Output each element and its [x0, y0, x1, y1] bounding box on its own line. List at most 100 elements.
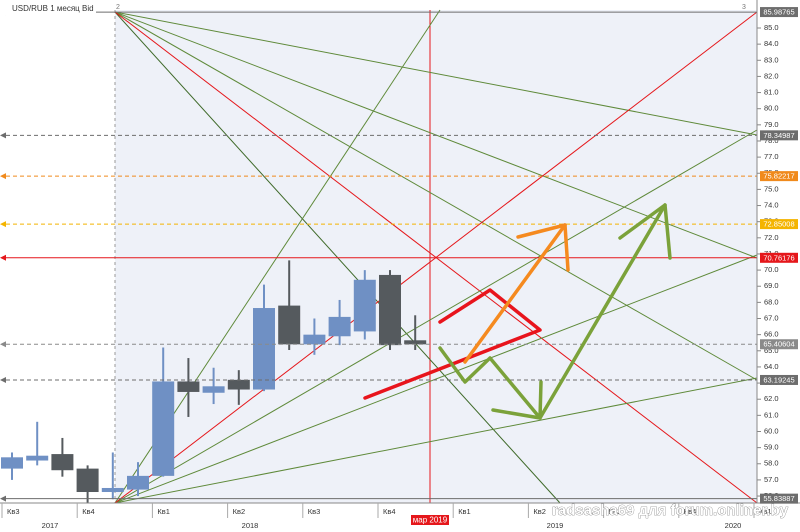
candles: [1, 260, 427, 503]
level-arrow: [0, 173, 6, 180]
y-tick-label: 58.0: [764, 459, 779, 468]
candle-body: [379, 274, 401, 346]
candle-body: [404, 340, 427, 345]
candle-body: [202, 386, 225, 393]
y-tick-label: 66.0: [764, 330, 779, 339]
y-tick-label: 80.0: [764, 104, 779, 113]
point-marker: 2: [116, 4, 120, 11]
date-marker-box: [411, 515, 449, 525]
x-tick-label: Кв4: [82, 507, 95, 516]
candle-body: [1, 457, 23, 469]
y-tick-label: 69.0: [764, 281, 779, 290]
fan-line: [114, 11, 758, 381]
candle-body: [278, 305, 301, 345]
x-tick-label: Кв1: [458, 507, 471, 516]
date-marker: мар 2019: [413, 516, 448, 525]
y-tick-label: 72.0: [764, 233, 779, 242]
y-tick-label: 81.0: [764, 88, 779, 97]
y-tick-label: 84.0: [764, 39, 779, 48]
green-arrowhead: [618, 203, 672, 260]
y-tick-label: 67.0: [764, 313, 779, 322]
y-tick-label: 70.0: [764, 265, 779, 274]
candle-body: [152, 381, 175, 476]
level-arrow: [0, 132, 6, 139]
level-arrow: [0, 221, 6, 228]
x-tick-label: Кв4: [684, 507, 697, 516]
level-label-box: [760, 339, 798, 350]
green-arrowhead: [491, 380, 543, 420]
level-label: 75.82217: [763, 172, 794, 181]
level-label: 55.83887: [763, 494, 794, 503]
x-tick-label: Кв2: [533, 507, 546, 516]
year-label: 2019: [547, 521, 564, 530]
level-label-box: [760, 219, 798, 230]
x-tick-label: Кв3: [7, 507, 20, 516]
level-arrow: [0, 254, 6, 261]
green-arrow: [438, 203, 667, 420]
x-tick-label: Кв3: [609, 507, 622, 516]
watermark: radsasha69 для forum.onliner.by: [552, 502, 789, 519]
year-label: 2017: [42, 521, 59, 530]
x-tick-label: Кв1: [157, 507, 170, 516]
y-tick-label: 64.0: [764, 362, 779, 371]
y-tick-label: 59.0: [764, 443, 779, 452]
level-arrow: [0, 341, 6, 348]
candle-body: [227, 379, 250, 390]
orange-arrowhead: [516, 223, 570, 272]
level-label: 63.19245: [763, 375, 794, 384]
candle-body: [26, 455, 49, 461]
candle-body: [253, 308, 275, 390]
year-label: 2020: [725, 521, 742, 530]
candle-body: [177, 381, 200, 392]
level-arrow: [0, 495, 6, 502]
arrows: [363, 203, 672, 420]
candle-body: [303, 334, 326, 345]
y-axis-panel: [757, 0, 800, 503]
y-tick-label: 62.0: [764, 394, 779, 403]
x-tick-label: Кв4: [383, 507, 396, 516]
fan-line: [114, 11, 758, 136]
level-label-box: [760, 374, 798, 385]
y-tick-label: 75.0: [764, 184, 779, 193]
level-label: 70.76176: [763, 253, 794, 262]
x-tick-label: Кв3: [308, 507, 321, 516]
level-label-box: [760, 130, 798, 141]
fan-line: [114, 377, 758, 504]
level-label: 72.85008: [763, 220, 794, 229]
fan-line: [114, 129, 758, 504]
level-label: 85.98765: [763, 8, 794, 17]
y-tick-label: 74.0: [764, 201, 779, 210]
orange-arrow: [463, 223, 567, 364]
title-box: [0, 2, 96, 15]
year-label: 2018: [242, 521, 259, 530]
point-marker: 3: [742, 4, 746, 11]
chart-title: USD/RUB 1 месяц Bid: [12, 4, 94, 13]
level-label: 78.34987: [763, 131, 794, 140]
y-tick-label: 61.0: [764, 410, 779, 419]
level-label-box: [760, 493, 798, 504]
y-tick-label: 68.0: [764, 297, 779, 306]
candle-body: [76, 468, 99, 493]
fan-line: [114, 254, 758, 504]
x-tick-label: Кв2: [233, 507, 246, 516]
y-tick-label: 83.0: [764, 55, 779, 64]
x-axis: Кв3 Кв4 Кв1 Кв2 Кв3 Кв4 Кв1 Кв2 Кв3 Кв4 Кв1 2017 201…: [1, 503, 772, 530]
candle-body: [51, 454, 74, 471]
y-tick-label: 57.0: [764, 475, 779, 484]
candle-body: [328, 316, 351, 337]
candle-body: [101, 487, 124, 493]
level-label: 65.40604: [763, 340, 794, 349]
y-tick-label: 60.0: [764, 426, 779, 435]
level-label-box: [760, 252, 798, 263]
level-label-box: [760, 7, 798, 18]
y-tick-label: 77.0: [764, 152, 779, 161]
y-axis: 56.057.058.059.060.061.062.063.064.065.0…: [757, 7, 798, 504]
level-arrow: [0, 376, 6, 383]
candle-body: [127, 475, 149, 490]
level-label-box: [760, 171, 798, 182]
y-tick-label: 79.0: [764, 120, 779, 129]
levels: [0, 9, 757, 502]
y-tick-label: 65.0: [764, 346, 779, 355]
candle-body: [353, 279, 376, 332]
